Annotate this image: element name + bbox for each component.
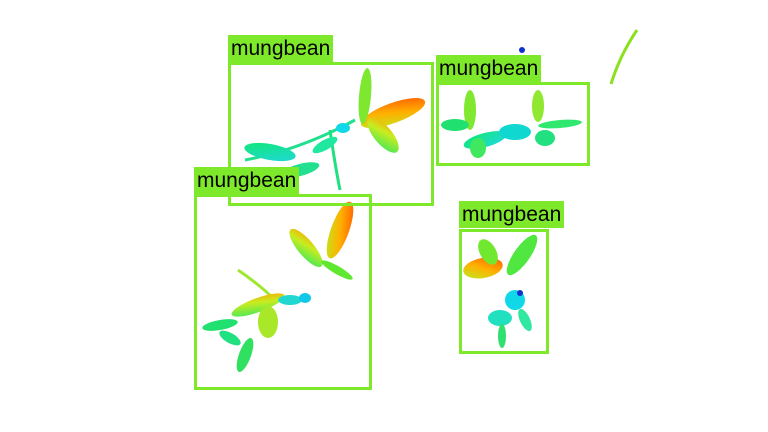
detection-label-4: mungbean <box>459 201 565 228</box>
detection-box-1 <box>228 62 434 206</box>
mungbean-plant-1 <box>244 68 426 191</box>
mungbean-plant-4 <box>463 234 538 348</box>
detection-label-2: mungbean <box>436 55 542 82</box>
mungbean-plant-2 <box>441 90 582 158</box>
detection-label-1: mungbean <box>228 35 334 62</box>
mungbean-plant-3 <box>202 201 354 373</box>
detection-box-3 <box>194 194 372 390</box>
stray-point <box>519 47 525 53</box>
detection-box-4 <box>459 229 549 354</box>
detection-box-2 <box>436 82 590 166</box>
detection-label-3: mungbean <box>194 167 300 194</box>
stray-stem <box>609 29 639 85</box>
